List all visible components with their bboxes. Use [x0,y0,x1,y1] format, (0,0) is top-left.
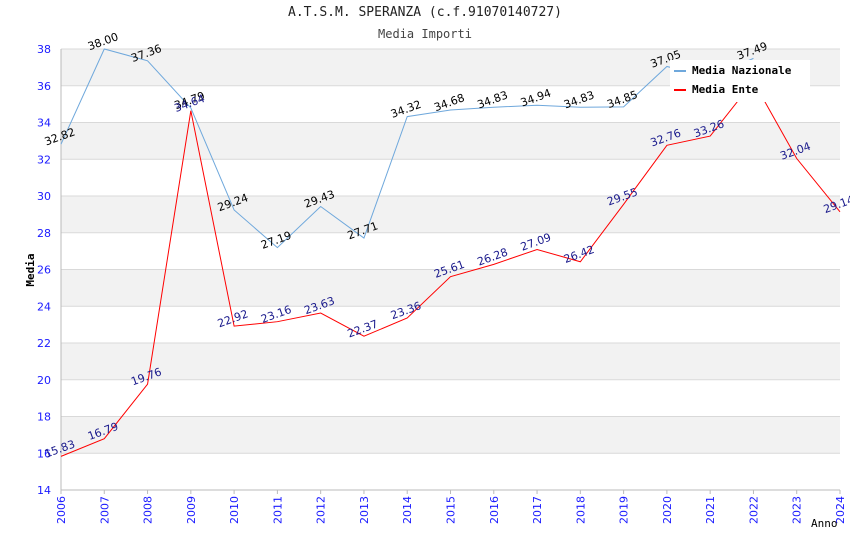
y-tick-label: 20 [37,374,51,387]
grid-band [61,379,840,417]
y-tick-label: 14 [37,484,51,497]
chart-title: A.T.S.M. SPERANZA (c.f.91070140727) [288,5,562,20]
grid-band [61,306,840,343]
x-tick-label: 2018 [574,496,587,524]
y-tick-label: 30 [37,190,51,203]
x-axis-label: Anno [811,517,838,530]
x-tick-label: 2007 [98,496,111,524]
x-tick-label: 2019 [618,496,631,524]
legend-label-nazionale: Media Nazionale [692,64,792,77]
y-tick-label: 32 [37,153,51,166]
x-tick-label: 2012 [315,496,328,524]
grid-band [61,453,840,490]
legend-swatch-nazionale [674,70,686,72]
y-tick-label: 16 [37,447,51,460]
series-line-ente [60,80,841,457]
y-tick-label: 18 [37,411,51,424]
legend: Media Nazionale Media Ente [670,60,810,102]
grid-band [61,196,840,233]
grid-band [61,159,840,196]
x-tick-label: 2017 [531,496,544,524]
y-tick-label: 34 [37,117,51,130]
x-tick-label: 2016 [488,496,501,524]
legend-item-ente: Media Ente [674,82,758,98]
x-tick-label: 2015 [445,496,458,524]
x-tick-label: 2013 [358,496,371,524]
x-tick-label: 2014 [401,496,414,524]
x-tick-label: 2021 [704,496,717,524]
y-tick-label: 38 [37,43,51,56]
y-tick-label: 24 [37,300,51,313]
y-tick-label: 22 [37,337,51,350]
grid-band [61,416,840,454]
x-tick-label: 2010 [228,496,241,524]
grid-band [61,122,840,160]
grid-band [61,232,840,270]
x-tick-label: 2023 [791,496,804,524]
y-tick-label: 28 [37,227,51,240]
grid-band [61,343,840,380]
x-tick-label: 2024 [834,496,847,524]
legend-label-ente: Media Ente [692,83,759,96]
x-tick-label: 2008 [142,496,155,524]
chart-subtitle: Media Importi [378,27,472,41]
grid-band [61,269,840,307]
x-tick-label: 2006 [55,496,68,524]
x-tick-label: 2020 [661,496,674,524]
legend-swatch-ente [674,89,686,91]
legend-item-nazionale: Media Nazionale [674,63,791,79]
x-tick-label: 2009 [185,496,198,524]
y-tick-label: 36 [37,80,51,93]
x-tick-label: 2022 [747,496,760,524]
x-tick-label: 2011 [271,496,284,524]
y-axis-label: Media [24,253,37,286]
y-tick-label: 26 [37,264,51,277]
series-line-nazionale [60,48,754,249]
